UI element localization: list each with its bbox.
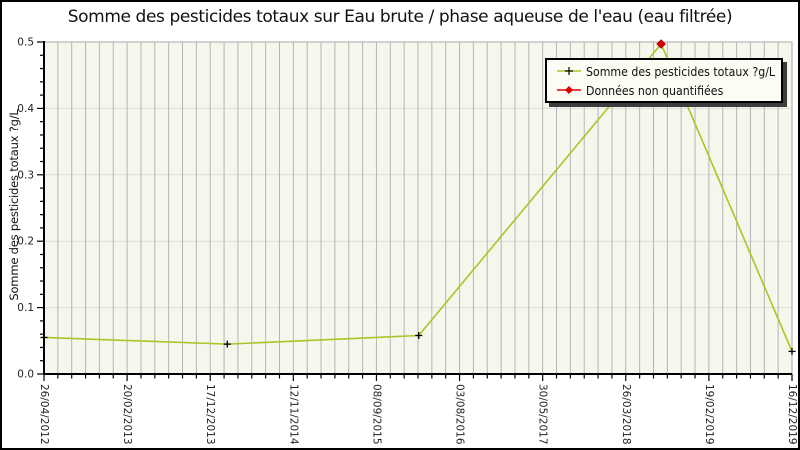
x-tick-labels: 26/04/2012 20/02/2013 17/12/2013 12/11/2014… [38,384,798,445]
non-quantified-diamond-icon [556,84,586,96]
non-quantified-marker [656,39,666,49]
x-tick-label: 30/05/2017 [537,384,549,445]
y-ticks: 0.0 0.1 0.2 0.3 0.4 0.5 [17,37,44,381]
y-tick-label: 0.2 [17,236,34,248]
legend-label-non-quantified: Données non quantifiées [586,82,724,98]
legend: Somme des pesticides totaux ?g/L Données… [545,58,783,103]
chart-title: Somme des pesticides totaux sur Eau brut… [67,7,733,27]
x-tick-label: 16/12/2019 [786,384,798,445]
x-tick-label: 19/02/2019 [703,384,715,445]
x-tick-label: 26/03/2018 [620,384,632,445]
x-tick-label: 20/02/2013 [121,384,133,445]
y-tick-label: 0.1 [17,302,34,314]
x-tick-label: 12/11/2014 [287,384,299,445]
legend-label-series: Somme des pesticides totaux ?g/L [586,63,776,79]
x-tick-label: 08/09/2015 [370,384,382,445]
y-tick-label: 0.4 [17,103,34,115]
y-tick-label: 0.0 [17,369,34,381]
data-point-markers [40,39,796,355]
legend-item-non-quantified: Données non quantifiées [556,81,781,99]
series-line-plus-icon [556,65,586,77]
x-ticks [43,374,793,381]
y-tick-label: 0.3 [17,169,34,181]
y-tick-label: 0.5 [17,37,34,49]
x-tick-label: 03/08/2016 [454,384,466,445]
legend-item-series: Somme des pesticides totaux ?g/L [556,62,781,80]
x-tick-label: 17/12/2013 [204,384,216,445]
x-tick-label: 26/04/2012 [38,384,50,445]
